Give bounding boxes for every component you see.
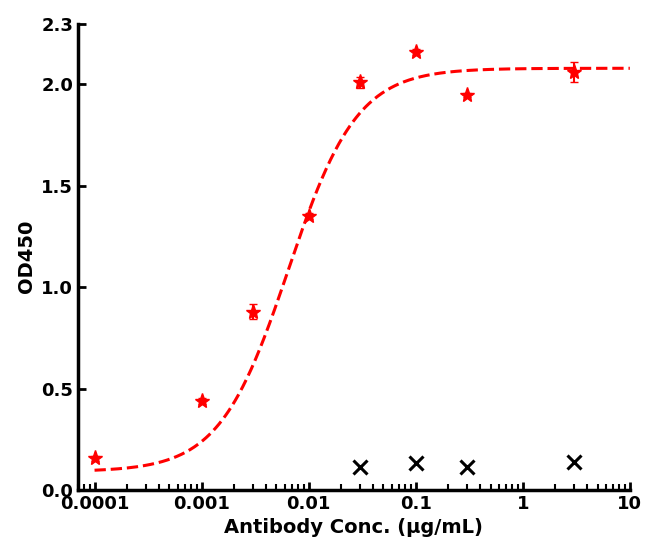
X-axis label: Antibody Conc. (μg/mL): Antibody Conc. (μg/mL)	[225, 519, 483, 537]
Y-axis label: OD450: OD450	[16, 220, 36, 294]
